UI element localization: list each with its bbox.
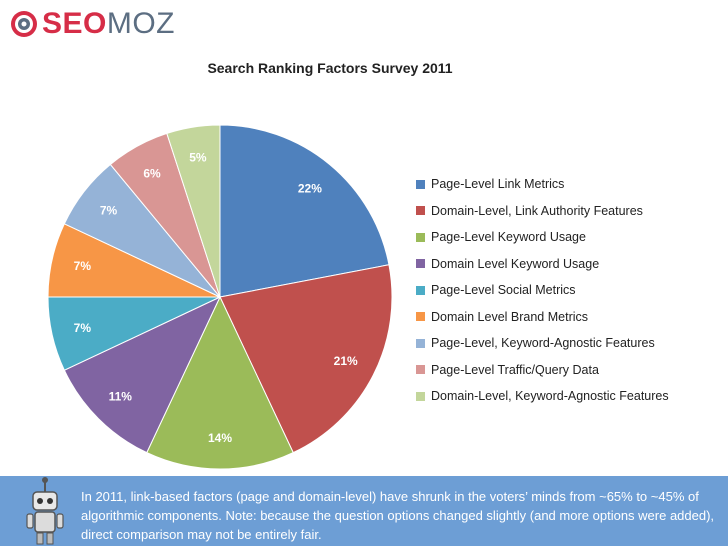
- pie-slice: [219, 264, 393, 454]
- legend-swatch: [416, 365, 425, 375]
- legend-item: Page-Level Link Metrics: [416, 171, 716, 198]
- logo-moz-text: MOZ: [106, 7, 176, 40]
- pie-slice-label: 6%: [143, 166, 161, 180]
- gear-logo-icon: [11, 11, 37, 37]
- legend-label: Domain Level Brand Metrics: [431, 309, 589, 324]
- pie-slice-label: 21%: [334, 354, 358, 368]
- legend-item: Domain Level Brand Metrics: [416, 304, 716, 331]
- legend-swatch: [416, 179, 425, 189]
- legend-swatch: [416, 338, 425, 348]
- robot-mascot-icon: [26, 477, 64, 545]
- pie-chart: 22% 21% 14% 11% 7% 7% 7% 6% 5%: [47, 124, 393, 470]
- legend-item: Page-Level Keyword Usage: [416, 224, 716, 251]
- legend-swatch: [416, 391, 425, 401]
- legend-label: Page-Level Social Metrics: [431, 283, 576, 298]
- pie-slice: [146, 295, 294, 470]
- legend-item: Domain-Level, Link Authority Features: [416, 198, 716, 225]
- pie-slice-label: 14%: [208, 431, 232, 445]
- legend-label: Domain Level Keyword Usage: [431, 256, 600, 271]
- header: SEOMOZ: [0, 0, 728, 46]
- pie-slice-label: 7%: [74, 259, 92, 273]
- logo-wordmark: SEOMOZ: [42, 8, 175, 40]
- legend-swatch: [416, 259, 425, 269]
- pie-slice: [219, 124, 390, 298]
- footer-note: In 2011, link-based factors (page and do…: [81, 489, 715, 542]
- legend-item: Page-Level Social Metrics: [416, 277, 716, 304]
- pie-slice: [166, 124, 221, 298]
- chart-title: Search Ranking Factors Survey 2011: [207, 60, 453, 76]
- legend-swatch: [416, 232, 425, 242]
- legend-label: Page-Level Traffic/Query Data: [431, 362, 599, 377]
- legend-item: Page-Level Traffic/Query Data: [416, 357, 716, 384]
- chart-area: Search Ranking Factors Survey 2011: [0, 46, 728, 476]
- legend-label: Page-Level, Keyword-Agnostic Features: [431, 336, 655, 351]
- pie-slice-label: 7%: [100, 204, 118, 218]
- pie-slice-label: 7%: [74, 321, 92, 335]
- legend-swatch: [416, 285, 425, 295]
- pie-slice-label: 5%: [189, 151, 207, 165]
- legend-label: Domain-Level, Link Authority Features: [431, 203, 643, 218]
- chart-legend: Page-Level Link Metrics Domain-Level, Lin…: [416, 171, 716, 410]
- legend-item: Domain-Level, Keyword-Agnostic Features: [416, 383, 716, 410]
- legend-item: Domain Level Keyword Usage: [416, 251, 716, 278]
- pie-slice-label: 22%: [298, 181, 322, 195]
- legend-swatch: [416, 312, 425, 322]
- pie-slice-label: 11%: [109, 390, 133, 404]
- legend-label: Domain-Level, Keyword-Agnostic Features: [431, 389, 669, 404]
- legend-item: Page-Level, Keyword-Agnostic Features: [416, 330, 716, 357]
- legend-label: Page-Level Keyword Usage: [431, 230, 586, 245]
- legend-swatch: [416, 206, 425, 216]
- pie-slice: [63, 295, 222, 454]
- legend-label: Page-Level Link Metrics: [431, 177, 565, 192]
- logo-seo-text: SEO: [42, 7, 107, 40]
- footer-bar: In 2011, link-based factors (page and do…: [0, 476, 728, 546]
- seomoz-logo[interactable]: SEOMOZ: [10, 8, 175, 40]
